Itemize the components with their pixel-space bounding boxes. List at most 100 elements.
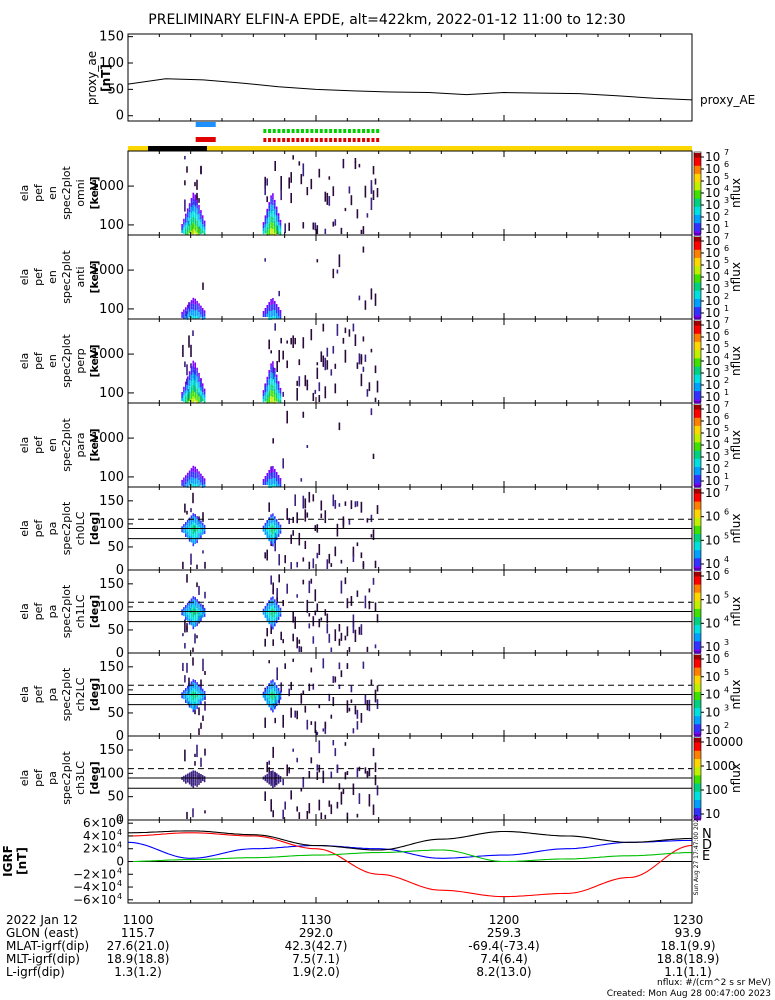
spectrogram-cell bbox=[204, 810, 206, 814]
spectrogram-cell bbox=[275, 519, 278, 523]
spectrogram-cell bbox=[266, 606, 269, 609]
spectrogram-cell bbox=[203, 232, 206, 236]
axis-row-label: L-igrf(dip) bbox=[6, 965, 65, 979]
colorbar-cell bbox=[694, 310, 701, 314]
spectrogram-cell bbox=[270, 538, 272, 542]
spectrogram-cell bbox=[270, 207, 272, 211]
spectrogram-cell bbox=[183, 218, 185, 222]
spectrogram-cell bbox=[190, 300, 193, 304]
spectrogram-cell bbox=[186, 605, 189, 609]
spectrogram-cell bbox=[328, 693, 331, 702]
spectrogram-cell bbox=[194, 472, 196, 476]
spectrogram-cell bbox=[275, 688, 278, 692]
spectrogram-cell bbox=[274, 226, 276, 230]
spectrogram-cell bbox=[192, 602, 195, 606]
spectrogram-cell bbox=[203, 394, 206, 398]
spectrogram-cell bbox=[310, 178, 313, 190]
spectrogram-cell bbox=[356, 721, 359, 730]
spectrogram-cell bbox=[201, 528, 204, 532]
spectrogram-cell bbox=[194, 215, 196, 219]
spectrogram-cell bbox=[186, 400, 189, 404]
colorbar-cell bbox=[694, 478, 701, 482]
spectrogram-cell bbox=[270, 773, 272, 777]
colorbar-cell bbox=[694, 557, 701, 561]
colorbar-tick-label: 10 bbox=[705, 294, 720, 308]
spectrogram-cell bbox=[274, 478, 276, 481]
colorbar-cell bbox=[694, 725, 701, 729]
spectrogram-cell bbox=[272, 373, 274, 377]
spectrogram-cell bbox=[264, 638, 266, 647]
spectrogram-cell bbox=[270, 606, 272, 610]
spectrogram-cell bbox=[200, 384, 202, 388]
spectrogram-cell bbox=[264, 176, 266, 189]
spectrogram-cell bbox=[304, 509, 307, 522]
spectrogram-cell bbox=[264, 775, 267, 779]
spectrogram-cell bbox=[192, 808, 194, 818]
colorbar-tick-exponent: 7 bbox=[724, 148, 729, 157]
spectrogram-cell bbox=[196, 388, 198, 392]
colorbar-tick-label: 10 bbox=[705, 688, 720, 702]
spectrogram-cell bbox=[274, 694, 276, 698]
spectrogram-cell bbox=[306, 599, 309, 613]
panel-ylabel-line: pa bbox=[46, 605, 59, 619]
colorbar-cell bbox=[694, 791, 701, 794]
spectrogram-cell bbox=[274, 214, 276, 218]
spectrogram-cell bbox=[264, 311, 267, 314]
colorbar-cell bbox=[694, 366, 701, 369]
spectrogram-cell bbox=[370, 186, 373, 194]
spectrogram-cell bbox=[181, 479, 183, 483]
spectrogram-cell bbox=[286, 583, 288, 594]
spectrogram-cell bbox=[312, 683, 315, 690]
spectrogram-cell bbox=[186, 388, 189, 392]
spectrogram-cell bbox=[196, 688, 198, 692]
spectrogram-cell bbox=[266, 689, 269, 692]
spectrogram-cell bbox=[270, 366, 272, 370]
spectrogram-cell bbox=[262, 228, 265, 232]
spectrogram-cell bbox=[194, 227, 196, 231]
spectrogram-cell bbox=[272, 313, 274, 316]
spectrogram-cell bbox=[264, 227, 267, 231]
pa-ytick-label: 0 bbox=[116, 813, 124, 828]
spectrogram-cell bbox=[264, 218, 267, 222]
panel-ylabel-line: pef bbox=[32, 351, 45, 370]
panel-ylabel-line: spec2plot bbox=[60, 250, 73, 304]
colorbar-cell bbox=[694, 304, 701, 308]
spectrogram-cell bbox=[268, 606, 270, 610]
spectrogram-cell bbox=[200, 393, 202, 397]
colorbar-cell bbox=[694, 327, 701, 330]
pa-ytick-label: 0 bbox=[116, 563, 124, 578]
colorbar-cell bbox=[694, 513, 701, 516]
red-flag-dot bbox=[376, 138, 380, 142]
spectrogram-cell bbox=[196, 525, 198, 529]
spectrogram-cell bbox=[274, 388, 276, 392]
spectrogram-cell bbox=[196, 223, 198, 227]
spectrogram-cell bbox=[274, 202, 276, 206]
spectrogram-cell bbox=[268, 772, 270, 776]
spectrogram-cell bbox=[196, 599, 198, 603]
panel-ylabel-line: [keV] bbox=[88, 344, 101, 377]
panel-frame bbox=[127, 234, 693, 320]
colorbar-cell bbox=[694, 333, 701, 336]
spectrogram-cell bbox=[201, 522, 204, 526]
spectrogram-cell bbox=[190, 690, 193, 694]
colorbar-cell bbox=[694, 282, 701, 285]
colorbar-cell bbox=[694, 799, 701, 802]
igrf-ylabel: IGRF bbox=[1, 845, 15, 877]
colorbar-cell bbox=[694, 630, 701, 634]
spectrogram-cell bbox=[266, 549, 268, 561]
colorbar-cell bbox=[694, 620, 701, 624]
spectrogram-cell bbox=[308, 491, 311, 503]
spectrogram-cell bbox=[274, 475, 276, 478]
spectrogram-cell bbox=[272, 746, 274, 758]
spectrogram-cell bbox=[196, 179, 198, 190]
spectrogram-cell bbox=[184, 675, 186, 683]
spectrogram-cell bbox=[194, 535, 196, 538]
colorbar-tick-label: 10 bbox=[705, 186, 720, 200]
spectrogram-cell bbox=[185, 222, 187, 226]
spectrogram-cell bbox=[275, 617, 278, 621]
spectrogram-cell bbox=[275, 697, 278, 701]
spectrogram-cell bbox=[198, 219, 200, 223]
spectrogram-cell bbox=[350, 500, 353, 510]
colorbar-cell bbox=[694, 349, 701, 353]
colorbar-tick-exponent: 3 bbox=[724, 364, 729, 373]
